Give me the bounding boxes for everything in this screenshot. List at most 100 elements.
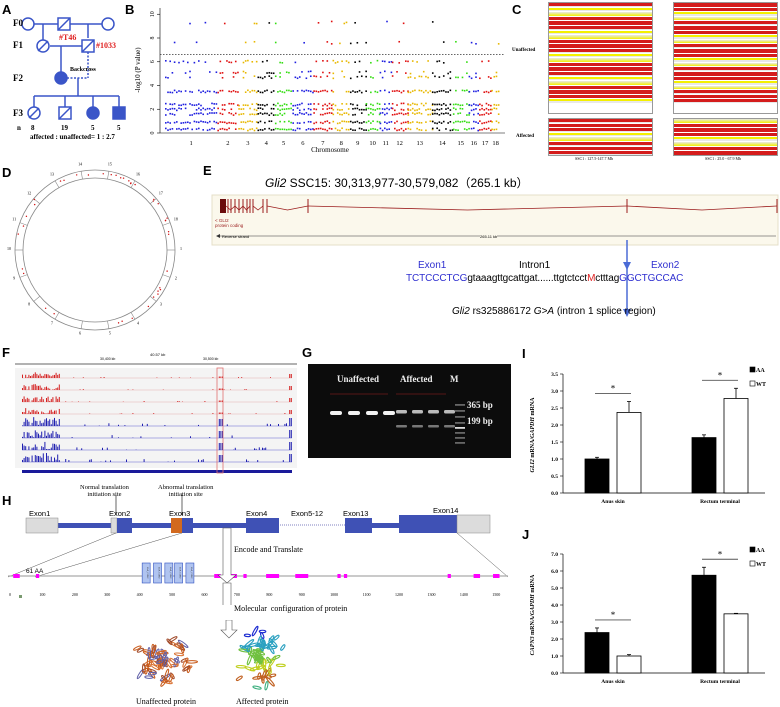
snp-point: [242, 113, 245, 115]
snp-point: [189, 70, 191, 73]
snp-point: [483, 91, 486, 94]
snp-point: [296, 77, 299, 80]
snp-point: [173, 103, 176, 105]
seq-exon1: TCTCCCTCG: [406, 273, 468, 284]
coverage-bar: [44, 413, 46, 414]
snp-point: [407, 114, 410, 116]
protein-ribbon: [147, 646, 152, 660]
snp-point: [334, 62, 337, 64]
bar-wt: [723, 398, 749, 494]
snp-point: [347, 113, 350, 116]
haplotype-row: [674, 81, 777, 86]
snp-point: [213, 112, 215, 114]
coverage-bar: [286, 423, 287, 426]
snp-point: [198, 89, 200, 92]
circos-mark: [157, 290, 159, 292]
snp-point: [372, 108, 374, 111]
coverage-bar: [28, 374, 30, 378]
snp-point: [365, 70, 367, 73]
snp-point: [195, 128, 198, 130]
panel-label-f: F: [2, 345, 10, 360]
snp-point: [240, 127, 243, 130]
chromosome-divider: [162, 274, 171, 278]
snp-point: [319, 76, 322, 78]
haplotype-row: [549, 21, 652, 26]
snp-point: [479, 103, 481, 106]
snp-point: [400, 112, 403, 115]
snp-point: [292, 109, 294, 111]
snp-point: [315, 90, 318, 93]
snp-point: [334, 104, 337, 107]
snp-point: [409, 128, 412, 131]
snp-point: [182, 60, 185, 63]
coverage-bar: [31, 410, 33, 414]
snp-point: [251, 120, 254, 123]
snp-point: [259, 128, 262, 131]
snp-point: [396, 89, 398, 92]
snp-point: [420, 112, 423, 115]
circos-mark: [157, 293, 159, 295]
variant-label: Gli2 rs325886172 G>A (intron 1 splice re…: [452, 306, 656, 317]
protein-ribbon: [144, 675, 154, 679]
snp-point: [326, 75, 329, 78]
snp-point: [202, 107, 204, 110]
significance-marker: *: [718, 549, 723, 559]
snp-point: [189, 103, 191, 105]
coverage-bar: [41, 446, 43, 450]
snp-point: [479, 129, 481, 131]
snp-point: [322, 108, 324, 110]
snp-point: [481, 60, 483, 63]
snp-point: [363, 108, 365, 111]
snp-point: [461, 104, 464, 107]
snp-point: [247, 120, 249, 123]
haplotype-row: [549, 137, 652, 142]
coverage-bar: [106, 447, 108, 450]
snp-point: [354, 121, 356, 123]
count: 8: [31, 124, 35, 132]
snp-point: [396, 113, 398, 115]
snp-point: [238, 104, 240, 107]
snp-point: [309, 103, 312, 105]
snp-point: [407, 91, 410, 94]
snp-point: [173, 61, 176, 64]
y-tick-label: 2.5: [551, 406, 558, 412]
snp-point: [372, 127, 374, 130]
snp-point: [268, 22, 271, 24]
snp-point: [223, 22, 226, 25]
snp-point: [221, 76, 224, 79]
snp-point: [264, 90, 266, 92]
coverage-bar: [276, 401, 278, 402]
snp-point: [330, 128, 333, 130]
snp-point: [457, 129, 459, 132]
down-arrow-icon: [217, 527, 237, 584]
coverage-bar: [50, 376, 52, 378]
snp-point: [198, 121, 200, 124]
gene-length: 265.11 kb: [480, 234, 498, 239]
coverage-bar: [39, 420, 41, 426]
snp-point: [312, 128, 314, 130]
intron-line: [234, 205, 244, 211]
circos-mark: [128, 180, 130, 182]
protein-region: [243, 574, 247, 578]
coverage-bar: [55, 410, 57, 414]
protein-ribbon: [266, 645, 278, 650]
panel-label-h: H: [2, 493, 12, 508]
snp-point: [479, 108, 481, 111]
snp-point: [425, 109, 427, 111]
affected-label: Affected: [516, 134, 535, 139]
snp-point: [173, 114, 176, 116]
protein-ribbon: [258, 629, 267, 634]
snp-point: [475, 72, 477, 75]
snp-point: [347, 128, 350, 131]
coverage-bar: [55, 388, 57, 390]
gel-affected-label: Affected: [400, 374, 433, 384]
snp-point: [268, 71, 271, 74]
snp-point: [356, 107, 359, 110]
snp-point: [223, 104, 226, 106]
coverage-bar: [198, 424, 199, 426]
circos-label: 1: [180, 246, 182, 251]
snp-point: [445, 104, 447, 107]
mutation-highlight: [216, 367, 224, 474]
coverage-bar: [33, 447, 35, 450]
snp-point: [472, 113, 475, 116]
